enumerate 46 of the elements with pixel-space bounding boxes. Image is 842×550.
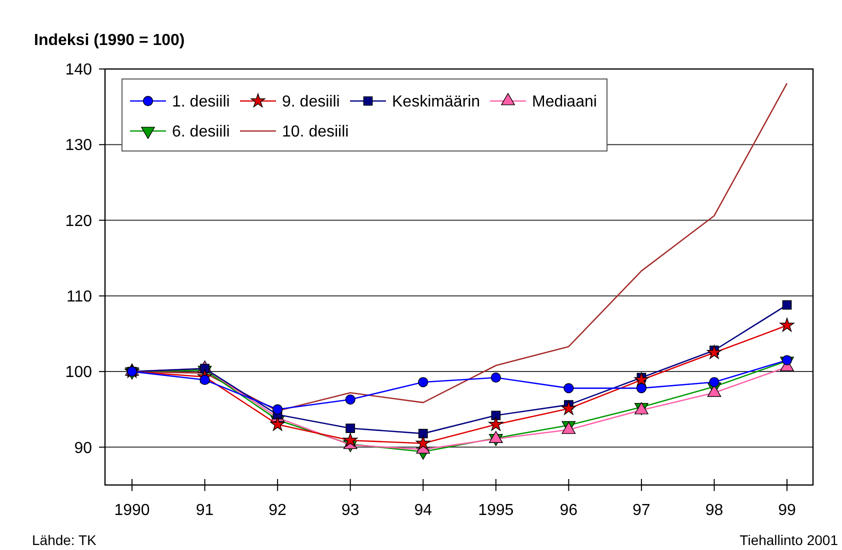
- point: [416, 436, 430, 450]
- legend-label: 9. desiili: [282, 94, 340, 111]
- text: Tiehallinto 2001: [740, 532, 838, 548]
- point: [346, 424, 356, 433]
- point: [488, 430, 503, 444]
- legend-label: 10. desiili: [282, 124, 349, 141]
- x-tick-label: 94: [414, 502, 432, 519]
- point: [709, 377, 720, 388]
- point: [634, 372, 649, 386]
- point: [418, 428, 428, 438]
- point: [782, 300, 792, 310]
- x-tick-label: 98: [705, 502, 724, 519]
- point: [780, 318, 794, 332]
- y-tick-label: 90: [74, 440, 92, 457]
- point: [564, 383, 574, 394]
- x-tick-label: 96: [560, 502, 578, 519]
- point: [270, 416, 285, 431]
- x-tick-label: 1995: [478, 502, 514, 519]
- y-tick-label: 110: [66, 288, 92, 306]
- x-tick-label: 92: [268, 502, 287, 519]
- y-tick-label: 100: [65, 364, 92, 382]
- point: [272, 404, 283, 414]
- x-tick-label: 91: [196, 502, 214, 519]
- point: [343, 432, 358, 447]
- x-tick-label: 1990: [114, 502, 150, 519]
- point: [490, 372, 501, 383]
- point: [561, 400, 576, 415]
- y-tick-label: 140: [65, 62, 92, 79]
- chart-title: Indeksi (1990 = 100): [34, 32, 185, 49]
- y-tick-label: 130: [65, 137, 92, 154]
- point: [706, 344, 722, 359]
- text: Lähde: TK: [32, 532, 98, 548]
- point: [345, 394, 356, 405]
- x-tick-label: 99: [778, 502, 796, 519]
- legend-label: Mediaani: [532, 94, 597, 111]
- legend-label: 6. desiili: [172, 124, 230, 141]
- point: [418, 377, 428, 388]
- point: [488, 416, 504, 431]
- point: [636, 383, 647, 394]
- x-tick-label: 97: [632, 502, 650, 519]
- legend-label: Keskimäärin: [392, 94, 480, 111]
- x-tick-label: 93: [341, 502, 360, 519]
- point: [782, 355, 792, 366]
- point: [491, 410, 501, 420]
- y-tick-label: 120: [65, 212, 92, 230]
- legend-label: 1. desiili: [172, 94, 230, 111]
